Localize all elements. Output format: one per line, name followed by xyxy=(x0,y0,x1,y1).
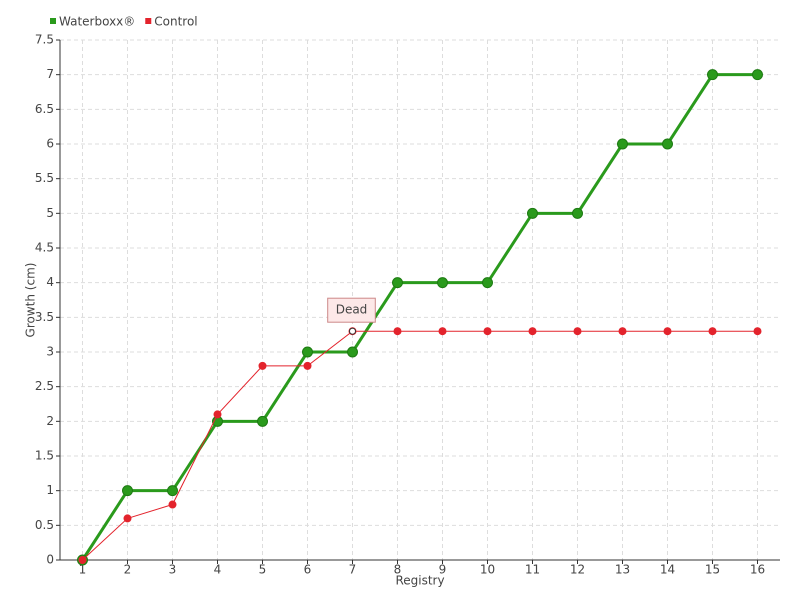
x-tick-label: 16 xyxy=(750,563,765,577)
data-point xyxy=(78,556,87,564)
x-tick-label: 4 xyxy=(214,563,222,577)
y-tick-label: 4 xyxy=(46,275,54,289)
data-point xyxy=(662,138,673,150)
x-tick-label: 13 xyxy=(615,563,630,577)
y-tick-label: 0.5 xyxy=(35,518,54,532)
data-point xyxy=(708,327,717,336)
data-point xyxy=(573,327,582,336)
data-point xyxy=(257,415,268,427)
data-point xyxy=(303,361,312,370)
x-tick-label: 7 xyxy=(349,563,357,577)
y-tick-label: 1 xyxy=(46,483,54,497)
data-point xyxy=(752,69,763,81)
x-tick-label: 15 xyxy=(705,563,720,577)
y-tick-label: 3.5 xyxy=(35,310,54,324)
data-point xyxy=(167,485,178,497)
data-point xyxy=(258,361,267,370)
y-tick-label: 0 xyxy=(46,553,54,567)
series-line xyxy=(82,330,758,561)
y-tick-label: 2 xyxy=(46,414,54,428)
legend-label: Waterboxx® xyxy=(59,15,135,29)
legend-swatch xyxy=(145,18,152,24)
data-point xyxy=(663,327,672,336)
x-axis-label: Registry xyxy=(395,574,444,588)
data-point xyxy=(438,327,447,336)
y-tick-label: 7.5 xyxy=(35,33,54,47)
data-point xyxy=(618,327,627,336)
x-tick-label: 10 xyxy=(480,563,495,577)
y-tick-label: 1.5 xyxy=(35,449,54,463)
data-point xyxy=(707,69,718,81)
data-point xyxy=(527,207,538,219)
x-tick-label: 2 xyxy=(124,563,132,577)
y-tick-label: 7 xyxy=(46,67,54,81)
y-tick-label: 6 xyxy=(46,137,54,151)
data-point xyxy=(392,277,403,289)
data-point xyxy=(122,485,133,497)
annotation-box xyxy=(327,297,376,323)
data-point xyxy=(617,138,628,150)
annotation: Dead xyxy=(327,297,376,323)
annotation-text: Dead xyxy=(336,303,368,317)
y-tick-label: 5.5 xyxy=(35,171,54,185)
data-point xyxy=(123,514,132,523)
y-tick-label: 3 xyxy=(46,345,54,359)
data-point xyxy=(393,327,402,336)
data-point xyxy=(753,327,762,336)
data-point xyxy=(302,346,313,358)
y-tick-label: 6.5 xyxy=(35,102,54,116)
grid xyxy=(60,39,780,560)
data-point xyxy=(482,277,493,289)
x-tick-label: 14 xyxy=(660,563,675,577)
y-tick-label: 5 xyxy=(46,206,54,220)
y-tick-label: 4.5 xyxy=(35,241,54,255)
y-tick-label: 2.5 xyxy=(35,379,54,393)
y-axis-label: Growth (cm) xyxy=(24,263,38,338)
x-tick-label: 11 xyxy=(525,563,540,577)
data-point xyxy=(213,410,222,419)
legend-swatch xyxy=(50,18,56,24)
annotation-marker xyxy=(349,327,356,335)
x-tick-label: 3 xyxy=(169,563,177,577)
x-tick-label: 8 xyxy=(394,563,402,577)
data-point xyxy=(347,346,358,358)
data-point xyxy=(168,500,177,509)
x-tick-label: 5 xyxy=(259,563,267,577)
data-point xyxy=(572,207,583,219)
legend-label: Control xyxy=(154,15,197,29)
data-point xyxy=(528,327,537,336)
x-tick-label: 9 xyxy=(439,563,447,577)
x-tick-label: 1 xyxy=(79,563,87,577)
series-line xyxy=(81,73,758,561)
data-point xyxy=(483,327,492,336)
x-tick-label: 12 xyxy=(570,563,585,577)
data-point xyxy=(437,277,448,289)
x-tick-label: 6 xyxy=(304,563,312,577)
